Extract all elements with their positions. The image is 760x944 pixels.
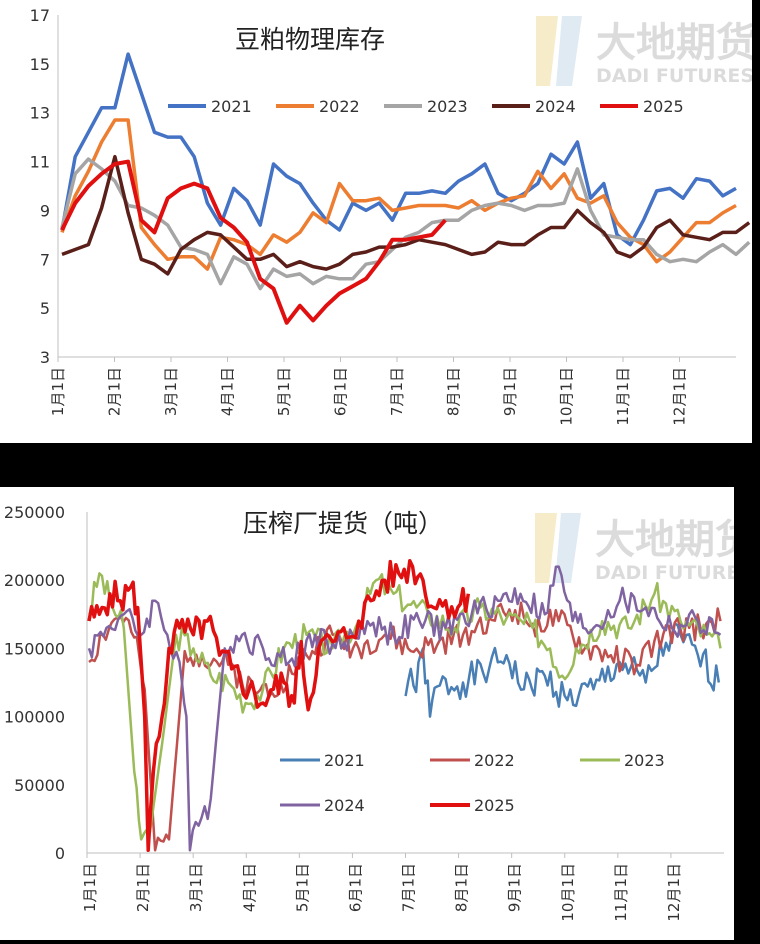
- y-tick-label: 150000: [4, 639, 65, 658]
- y-tick-label: 0: [55, 844, 65, 863]
- legend-label-2023: 2023: [624, 751, 665, 770]
- legend-label-2025: 2025: [474, 796, 515, 815]
- x-tick-label: 1月1日: [49, 367, 67, 416]
- x-tick-label: 5月1日: [293, 863, 311, 912]
- x-tick-label: 11月1日: [612, 863, 630, 922]
- y-tick-label: 200000: [4, 571, 65, 590]
- legend-label-2024: 2024: [324, 796, 365, 815]
- legend-label-2023: 2023: [427, 97, 468, 116]
- chart-title: 豆粕物理库存: [235, 25, 385, 54]
- watermark-subtext: DADI FUTURES: [595, 562, 734, 584]
- chart-title: 压榨厂提货（吨）: [243, 509, 443, 538]
- watermark-logo-icon: [556, 16, 582, 86]
- legend-label-2022: 2022: [474, 751, 515, 770]
- y-tick-label: 100000: [4, 708, 65, 727]
- legend-label-2022: 2022: [319, 97, 360, 116]
- x-tick-label: 3月1日: [187, 863, 205, 912]
- watermark-logo-icon: [536, 16, 558, 86]
- x-tick-label: 5月1日: [275, 367, 293, 416]
- series-line-2023: [60, 157, 751, 291]
- x-tick-label: 9月1日: [506, 863, 524, 912]
- x-tick-label: 10月1日: [558, 367, 576, 426]
- series-line-2024: [61, 154, 751, 276]
- x-tick-label: 6月1日: [346, 863, 364, 912]
- y-tick-label: 250000: [4, 503, 65, 522]
- legend-label-2024: 2024: [535, 97, 576, 116]
- legend-label-2021: 2021: [324, 751, 365, 770]
- watermark-logo-icon: [535, 513, 557, 583]
- x-tick-label: 2月1日: [134, 863, 152, 912]
- x-tick-label: 8月1日: [453, 863, 471, 912]
- x-tick-label: 4月1日: [240, 863, 258, 912]
- watermark-text: 大地期货: [596, 20, 752, 66]
- y-tick-label: 9: [40, 201, 50, 220]
- y-tick-label: 5: [40, 299, 50, 318]
- x-tick-label: 6月1日: [332, 367, 350, 416]
- y-tick-label: 13: [30, 104, 50, 123]
- x-tick-label: 9月1日: [501, 367, 519, 416]
- x-tick-label: 7月1日: [388, 367, 406, 416]
- x-tick-label: 3月1日: [162, 367, 180, 416]
- x-tick-label: 11月1日: [614, 367, 632, 426]
- y-tick-label: 3: [40, 348, 50, 367]
- x-tick-label: 10月1日: [559, 863, 577, 922]
- watermark-logo-icon: [555, 513, 581, 583]
- legend-label-2021: 2021: [211, 97, 252, 116]
- y-tick-label: 17: [30, 6, 50, 25]
- inventory-chart-panel: 大地期货 DADI FUTURES 3 5 7 9 11 13 15 17 1月1日 2月1日 3月1日…: [0, 0, 756, 443]
- series-line-2025: [60, 159, 447, 325]
- y-tick-label: 50000: [14, 776, 65, 795]
- x-tick-label: 2月1日: [106, 367, 124, 416]
- y-tick-label: 11: [30, 153, 50, 172]
- x-tick-label: 12月1日: [671, 367, 689, 426]
- y-tick-label: 15: [30, 55, 50, 74]
- x-tick-label: 8月1日: [445, 367, 463, 416]
- x-tick-label: 12月1日: [665, 863, 683, 922]
- x-tick-label: 7月1日: [400, 863, 418, 912]
- series-line-2022: [88, 601, 722, 852]
- legend-label-2025: 2025: [643, 97, 684, 116]
- y-tick-label: 7: [40, 250, 50, 269]
- series-line-2023: [88, 572, 722, 841]
- x-tick-label: 1月1日: [81, 863, 99, 912]
- series-line-2025: [87, 558, 471, 853]
- watermark-text: 大地期货: [595, 517, 734, 563]
- series-line-2021: [404, 622, 721, 718]
- watermark-subtext: DADI FUTURES: [596, 65, 752, 87]
- series-line-2024: [87, 565, 722, 852]
- x-tick-label: 4月1日: [219, 367, 237, 416]
